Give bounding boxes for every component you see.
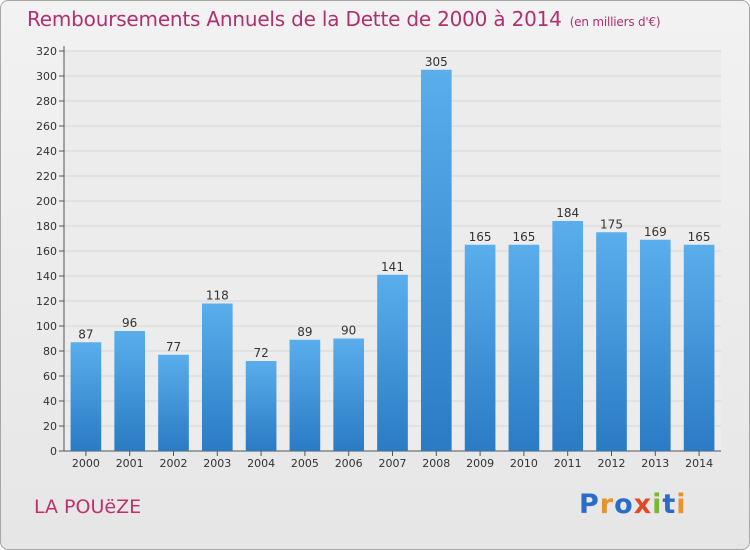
y-tick-label: 20 [43, 420, 57, 433]
x-tick-label-2005: 2005 [291, 457, 319, 470]
value-label-2007: 141 [381, 260, 404, 274]
bar-2014 [683, 244, 715, 451]
bar-2008 [420, 69, 452, 451]
value-label-2012: 175 [600, 217, 623, 231]
bar-2004 [245, 361, 277, 451]
y-tick-label: 180 [36, 220, 57, 233]
bar-2006 [333, 338, 365, 451]
logo-letter: r [599, 489, 615, 520]
y-tick-label: 120 [36, 295, 57, 308]
logo-letter: i [676, 489, 687, 520]
y-tick-label: 160 [36, 245, 57, 258]
bar-2002 [158, 354, 189, 451]
bar-2013 [639, 239, 671, 451]
value-label-2000: 87 [78, 327, 93, 341]
title-text: Remboursements Annuels de la Dette de 20… [27, 7, 562, 31]
value-label-2002: 77 [166, 340, 181, 354]
y-tick-label: 80 [43, 345, 57, 358]
bar-2001 [114, 331, 146, 451]
value-label-2009: 165 [469, 230, 492, 244]
value-label-2004: 72 [253, 346, 268, 360]
labels: 0 20 40 60 80 100 120 140 160 180 200 220 240 260 280 3… [36, 45, 713, 470]
y-tick-label: 280 [36, 95, 57, 108]
x-tick-label-2006: 2006 [335, 457, 363, 470]
bar-2005 [289, 339, 321, 451]
unit-label: (en milliers d'€) [569, 15, 661, 29]
x-tick-label-2009: 2009 [466, 457, 494, 470]
x-tick-label-2002: 2002 [160, 457, 188, 470]
value-label-2005: 89 [297, 325, 312, 339]
x-tick-label-2011: 2011 [554, 457, 582, 470]
y-tick-label: 260 [36, 120, 57, 133]
logo-letter: o [614, 489, 634, 520]
y-tick-label: 200 [36, 195, 57, 208]
x-tick-label-2008: 2008 [422, 457, 450, 470]
value-label-2001: 96 [122, 316, 137, 330]
bars [70, 69, 715, 451]
x-tick-label-2013: 2013 [641, 457, 669, 470]
value-label-2014: 165 [688, 230, 711, 244]
y-tick-label: 320 [36, 45, 57, 58]
x-tick-label-2001: 2001 [116, 457, 144, 470]
logo-letter: t [662, 489, 677, 520]
bar-2012 [596, 232, 627, 451]
y-tick-label: 240 [36, 145, 57, 158]
bar-2009 [464, 244, 496, 451]
value-label-2010: 165 [512, 230, 535, 244]
y-tick-label: 140 [36, 270, 57, 283]
x-tick-label-2007: 2007 [379, 457, 407, 470]
y-tick-label: 40 [43, 395, 57, 408]
bar-2003 [201, 303, 233, 451]
x-tick-label-2012: 2012 [598, 457, 626, 470]
value-label-2011: 184 [556, 206, 579, 220]
logo-letter: P [579, 489, 600, 520]
y-tick-label: 100 [36, 320, 57, 333]
x-tick-label-2004: 2004 [247, 457, 275, 470]
bar-2011 [552, 221, 584, 451]
bar-2000 [70, 342, 102, 451]
value-label-2003: 118 [206, 289, 229, 303]
proxiti-logo: Proxiti [579, 489, 687, 520]
bar-2010 [508, 244, 540, 451]
y-tick-label: 60 [43, 370, 57, 383]
x-tick-label-2003: 2003 [203, 457, 231, 470]
chart-title: Remboursements Annuels de la Dette de 20… [27, 7, 661, 31]
value-label-2008: 305 [425, 55, 448, 69]
value-label-2013: 169 [644, 225, 667, 239]
y-tick-label: 300 [36, 70, 57, 83]
x-tick-label-2014: 2014 [685, 457, 713, 470]
x-tick-label-2000: 2000 [72, 457, 100, 470]
bar-2007 [377, 274, 408, 451]
commune-name: LA POUëZE [34, 496, 142, 518]
logo-letter: i [652, 489, 663, 520]
y-tick-label: 220 [36, 170, 57, 183]
y-tick-label: 0 [50, 445, 57, 458]
x-tick-label-2010: 2010 [510, 457, 538, 470]
logo-letter: x [633, 489, 653, 520]
value-label-2006: 90 [341, 324, 356, 338]
